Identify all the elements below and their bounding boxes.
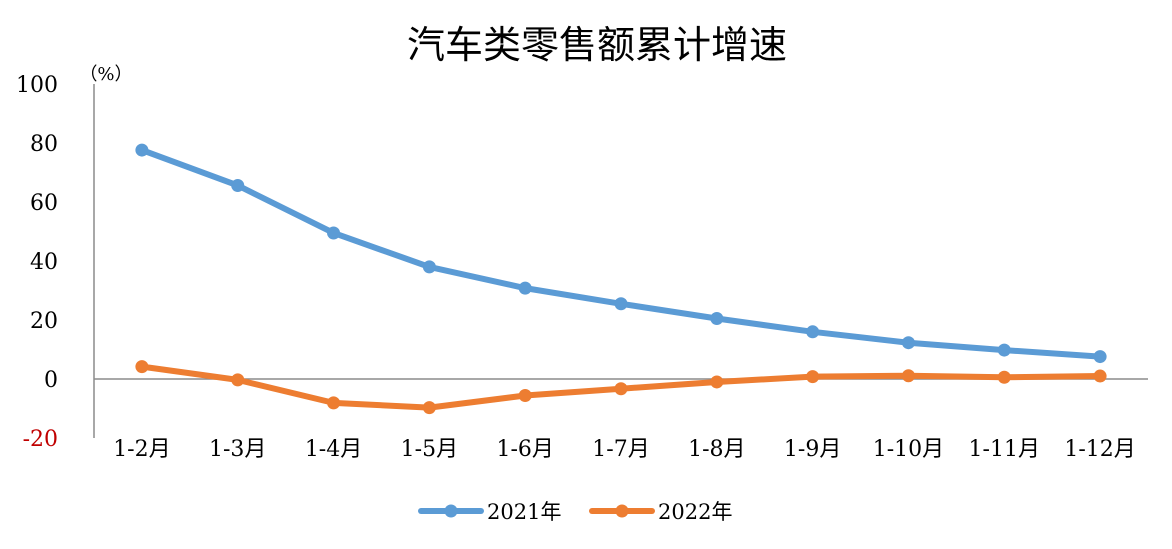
y-axis-unit: （%） [79, 64, 132, 85]
legend-label: 2021年 [487, 500, 561, 524]
legend-item: 2022年 [589, 500, 732, 524]
x-tick-label: 1-9月 [784, 437, 841, 462]
data-point [518, 281, 532, 295]
y-tick-label: 60 [30, 191, 58, 216]
data-point [997, 343, 1011, 357]
x-axis-categories: 1-2月 1-3月 1-4月 1-5月 1-6月 1-7月 1-8月 1-9月 1-10月 1-1… [113, 437, 1136, 462]
data-point [901, 336, 915, 350]
data-point [1093, 369, 1107, 383]
x-tick-label: 1-3月 [209, 437, 266, 462]
y-tick-label: 100 [16, 73, 58, 98]
data-point [901, 369, 915, 383]
data-point [614, 297, 628, 311]
data-point [710, 375, 724, 389]
x-tick-label: 1-5月 [401, 437, 458, 462]
x-tick-label: 1-6月 [496, 437, 553, 462]
data-point [997, 370, 1011, 384]
x-tick-label: 1-7月 [592, 437, 649, 462]
y-tick-label: 0 [44, 368, 58, 393]
series-line [138, 147, 1104, 360]
data-point [135, 360, 149, 374]
x-tick-label: 1-11月 [969, 437, 1040, 462]
y-tick-label: 80 [30, 132, 58, 157]
x-tick-label: 1-8月 [688, 437, 745, 462]
chart-title: 汽车类零售额累计增速 [407, 23, 787, 67]
x-tick-label: 1-12月 [1064, 437, 1135, 462]
y-tick-label: 20 [30, 309, 58, 334]
legend-label: 2022年 [658, 500, 732, 524]
series-1 [135, 143, 1107, 364]
legend-marker [444, 504, 458, 518]
data-point [135, 143, 149, 157]
y-tick-label: 40 [30, 250, 58, 275]
data-point [327, 226, 341, 240]
legend: 2021年 2022年 [418, 500, 732, 524]
legend-item: 2021年 [418, 500, 561, 524]
y-axis-ticks: 100 80 60 40 20 0 -20 [16, 73, 58, 452]
data-point [806, 325, 820, 339]
series-2 [135, 360, 1107, 415]
data-point [518, 389, 532, 403]
y-tick-label: -20 [23, 427, 58, 452]
data-point [231, 178, 245, 192]
data-point [231, 373, 245, 387]
x-tick-label: 1-2月 [113, 437, 170, 462]
x-tick-label: 1-10月 [873, 437, 944, 462]
data-point [422, 260, 436, 274]
legend-marker [615, 504, 629, 518]
x-tick-label: 1-4月 [305, 437, 362, 462]
data-point [710, 312, 724, 326]
data-point [327, 396, 341, 410]
data-point [614, 382, 628, 396]
data-point [806, 370, 820, 384]
data-point [1093, 350, 1107, 364]
data-point [422, 401, 436, 415]
series-layer [135, 143, 1107, 415]
